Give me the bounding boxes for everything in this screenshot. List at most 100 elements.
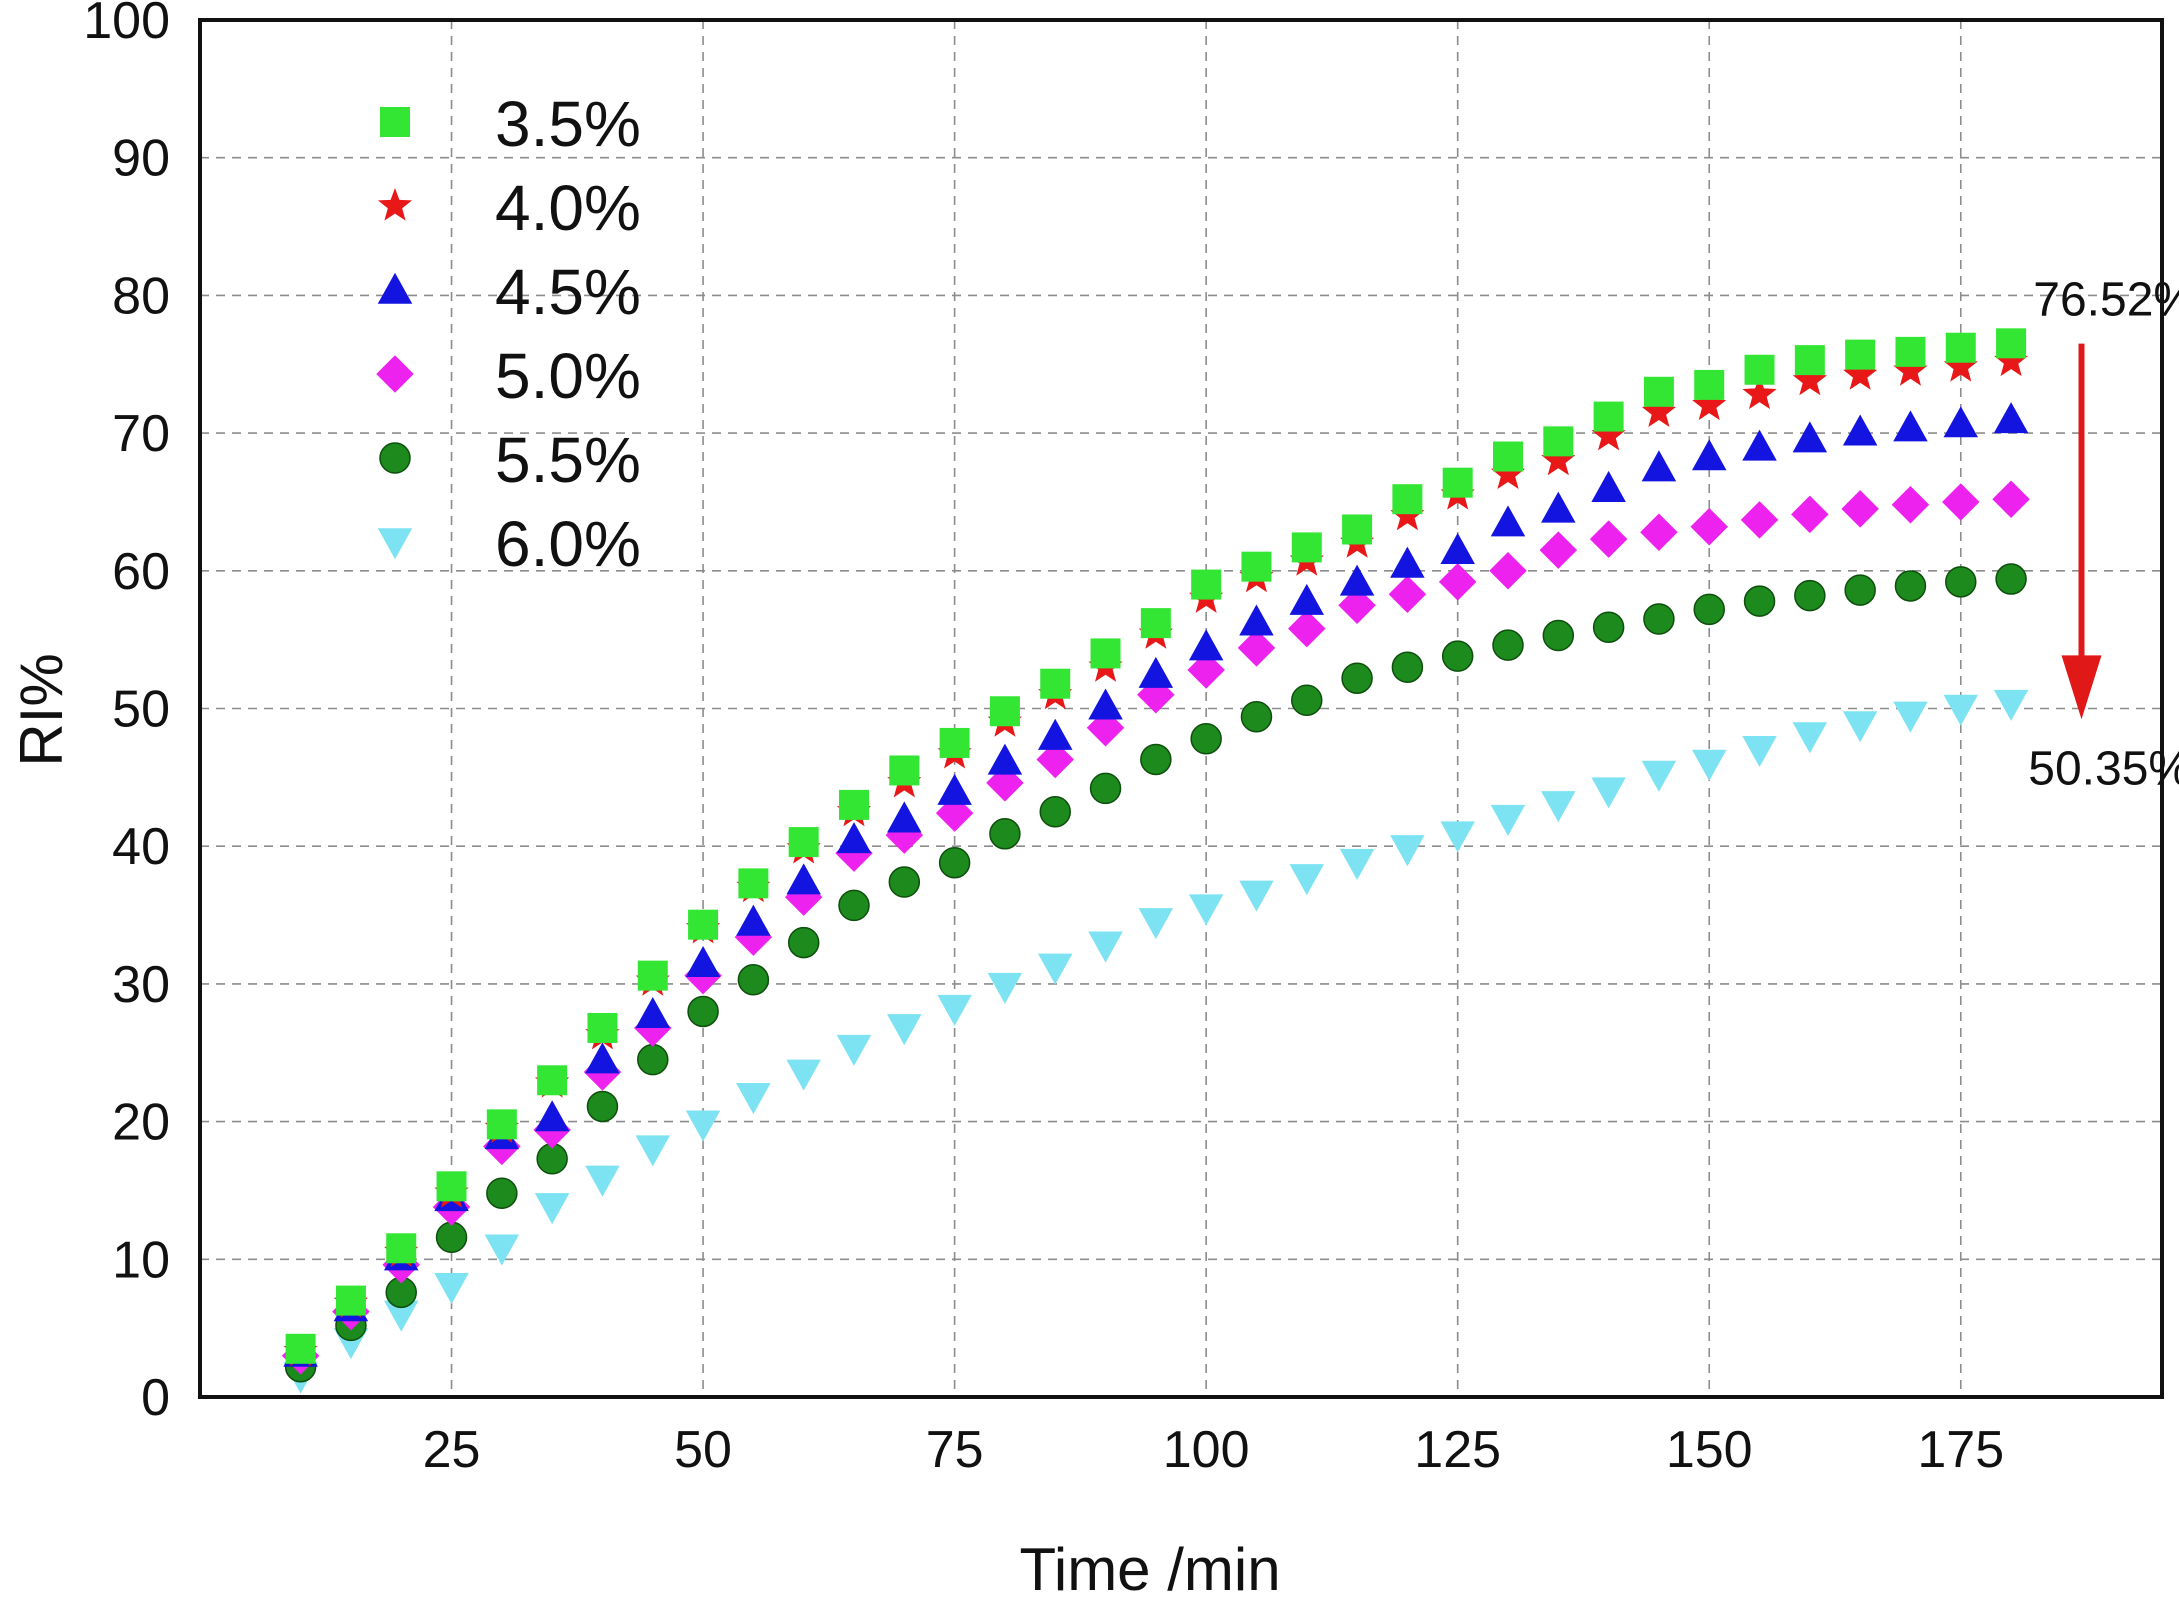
data-point xyxy=(1591,777,1626,809)
data-point xyxy=(887,1014,922,1046)
data-point xyxy=(1744,354,1775,385)
data-point xyxy=(285,1333,316,1364)
data-point xyxy=(987,743,1023,775)
data-point xyxy=(1440,821,1475,853)
data-point xyxy=(1842,414,1878,446)
x-tick-label: 50 xyxy=(674,1421,732,1479)
data-point xyxy=(1740,501,1779,539)
data-point xyxy=(1239,880,1274,912)
data-point xyxy=(1490,804,1526,836)
data-point xyxy=(1742,429,1777,461)
data-point xyxy=(436,1171,467,1202)
data-point xyxy=(937,994,972,1026)
data-point xyxy=(586,1090,619,1123)
data-point xyxy=(836,1034,872,1066)
data-point xyxy=(887,801,922,833)
data-point xyxy=(736,904,771,936)
legend-item: 5.0% xyxy=(376,340,641,412)
y-tick-label: 80 xyxy=(112,267,170,325)
data-point xyxy=(1891,485,1930,524)
data-point xyxy=(1140,743,1172,776)
data-point xyxy=(1591,470,1626,502)
data-point xyxy=(1390,546,1425,578)
y-tick-label: 60 xyxy=(112,543,170,601)
data-point xyxy=(1089,772,1122,805)
legend: 3.5% 4.0% 4.5% 5.0% 5.5% 6.0% xyxy=(376,88,641,580)
data-point xyxy=(888,866,921,898)
data-point xyxy=(736,1083,771,1115)
data-point xyxy=(1339,848,1375,880)
data-point xyxy=(1942,483,1980,521)
data-point xyxy=(1743,585,1776,617)
data-point xyxy=(1841,490,1879,528)
x-tick-label: 100 xyxy=(1163,1421,1250,1479)
series-3.5% xyxy=(285,328,2027,1364)
y-tick-label: 10 xyxy=(112,1231,170,1289)
data-point xyxy=(1589,520,1628,558)
data-point xyxy=(637,960,668,991)
plot-area-frame xyxy=(198,18,2164,1399)
data-point xyxy=(989,818,1021,850)
data-point xyxy=(1894,570,1927,602)
data-point xyxy=(1643,376,1674,407)
data-point xyxy=(688,909,719,940)
data-point xyxy=(987,972,1023,1004)
data-point xyxy=(484,1234,520,1266)
legend-label: 4.0% xyxy=(495,172,641,244)
data-point xyxy=(1844,574,1876,606)
data-point xyxy=(1693,593,1725,626)
data-point xyxy=(335,1285,366,1316)
arrow-head xyxy=(2061,655,2102,720)
data-point xyxy=(1694,369,1725,400)
data-point xyxy=(1591,417,1626,451)
data-point xyxy=(838,889,870,922)
data-point xyxy=(1641,450,1677,482)
legend-item: 4.0% xyxy=(377,172,641,244)
y-axis-ticks: 0 10 20 30 40 50 60 70 80 90 100 xyxy=(83,0,170,1427)
data-point xyxy=(1090,638,1121,669)
legend-item: 4.5% xyxy=(377,256,641,328)
legend-item: 5.5% xyxy=(379,424,641,496)
data-point xyxy=(685,945,721,978)
data-point xyxy=(1641,394,1676,427)
data-point xyxy=(1943,694,1979,726)
data-point xyxy=(836,822,872,854)
data-point xyxy=(486,1177,518,1209)
data-point xyxy=(1040,668,1071,699)
legend-label: 6.0% xyxy=(495,508,641,580)
data-point xyxy=(1792,421,1828,453)
data-point xyxy=(786,1059,821,1091)
data-point xyxy=(1338,586,1376,624)
data-point xyxy=(1342,514,1373,545)
data-point xyxy=(1438,563,1477,601)
data-point xyxy=(435,1221,468,1254)
legend-label: 5.5% xyxy=(495,424,641,496)
data-point xyxy=(938,846,971,879)
data-point xyxy=(1037,953,1073,985)
legend-label: 4.5% xyxy=(495,256,641,328)
data-point xyxy=(1237,629,1276,667)
data-point xyxy=(1641,760,1677,792)
data-point xyxy=(1388,575,1427,613)
data-point xyxy=(1291,532,1322,563)
data-point xyxy=(386,1233,417,1264)
data-point xyxy=(1943,349,1978,382)
max-value-label: 76.52% xyxy=(2033,273,2179,326)
data-point xyxy=(1992,480,2030,518)
data-point xyxy=(989,696,1020,727)
data-point xyxy=(1036,740,1074,779)
data-point xyxy=(1843,357,1878,390)
y-tick-label: 0 xyxy=(141,1369,170,1427)
data-point xyxy=(737,964,770,996)
x-axis-ticks: 25 50 75 100 125 150 175 xyxy=(423,1421,2005,1479)
data-point xyxy=(1842,711,1878,743)
legend-label: 3.5% xyxy=(495,88,641,160)
legend-marker xyxy=(380,107,410,137)
data-point xyxy=(1489,552,1527,590)
y-tick-label: 70 xyxy=(112,405,170,463)
data-point xyxy=(383,1300,419,1332)
data-point xyxy=(889,755,920,786)
data-point xyxy=(1391,651,1424,683)
data-point xyxy=(1593,401,1624,432)
data-point xyxy=(788,827,819,858)
